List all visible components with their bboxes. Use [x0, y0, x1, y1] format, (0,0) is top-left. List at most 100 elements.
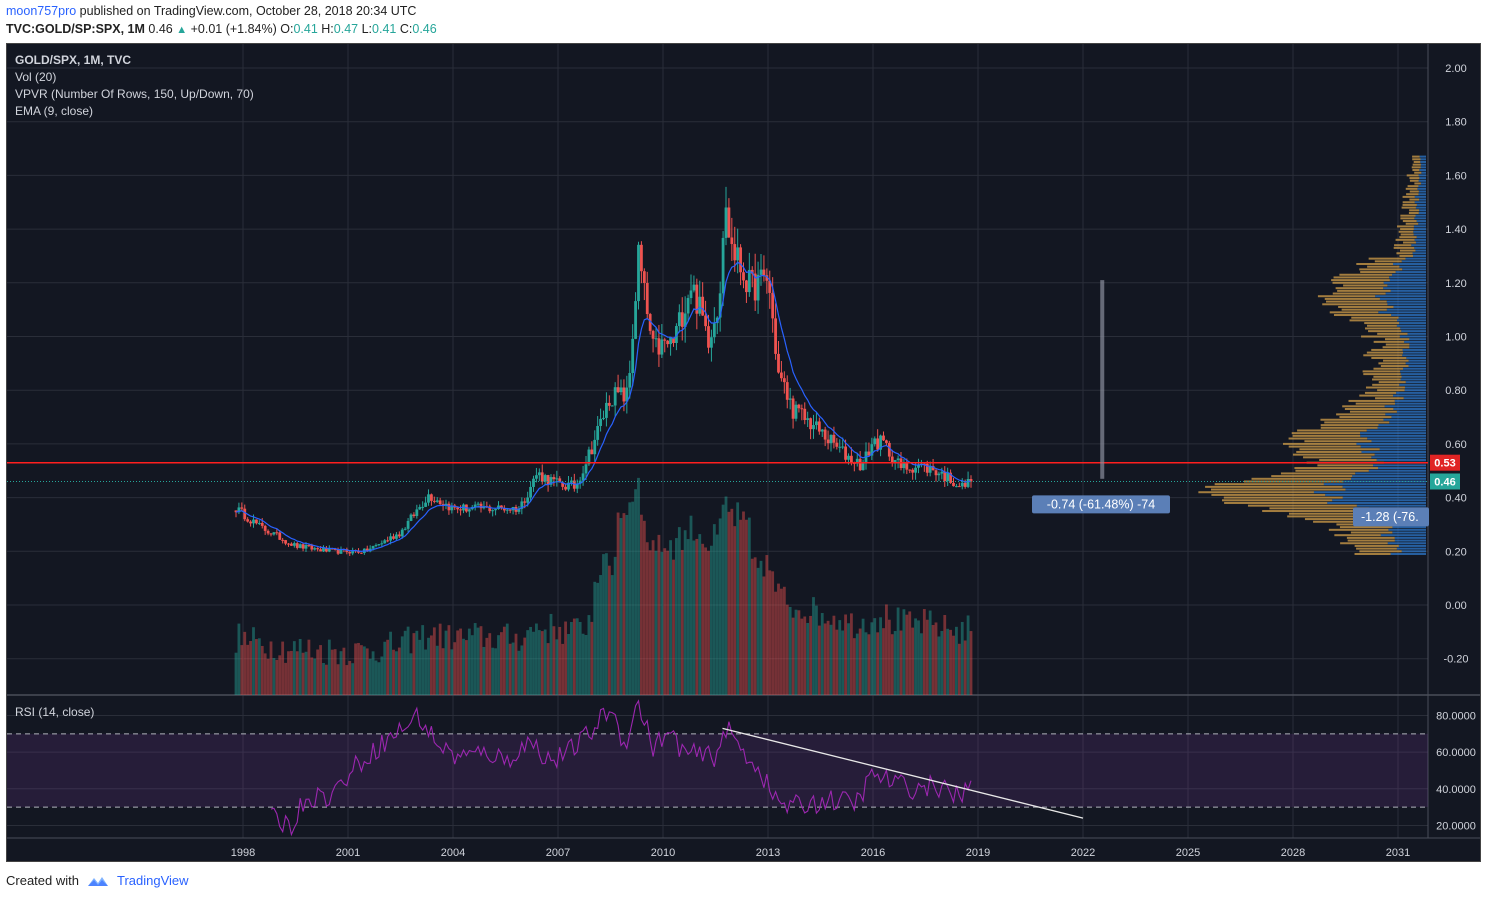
volume-bar [960, 621, 964, 695]
volume-bar [476, 627, 480, 695]
candle-body [730, 237, 734, 245]
vpvr-down-bar [1205, 485, 1343, 488]
vpvr-down-bar [1377, 332, 1408, 335]
vpvr-down-bar [1403, 241, 1416, 244]
candle-body [727, 207, 731, 238]
low-label: L: [361, 22, 373, 36]
vpvr-down-bar [1339, 416, 1392, 419]
vpvr-up-bar [1366, 429, 1426, 432]
hline-price-badge-box [1430, 454, 1460, 471]
chart-area[interactable]: -0.74 (-61.48%) -74 -1.28 (-76. 2.00 1.80 1… [6, 43, 1481, 862]
vpvr-up-bar [1411, 244, 1426, 247]
vpvr-measure-box [1353, 507, 1429, 527]
vpvr-down-bar [1371, 356, 1407, 359]
vpvr-up-bar [1391, 314, 1426, 317]
volume-bar [290, 650, 293, 695]
candle-body [543, 475, 547, 482]
vpvr-up-bar [1394, 399, 1426, 402]
candle-body [613, 387, 617, 406]
candle-body [237, 507, 241, 513]
candle-body [832, 434, 836, 443]
vpvr-up-bar [1393, 407, 1426, 410]
candle-body [607, 402, 611, 406]
vpvr-down-bar [1340, 542, 1388, 545]
legend-ema[interactable]: EMA (9, close) [15, 104, 94, 118]
time-axis-label: 2013 [756, 847, 780, 859]
tradingview-logo-icon[interactable] [87, 874, 109, 888]
vpvr-down-bar [1412, 169, 1420, 172]
candle-body [243, 508, 247, 520]
candle-body [467, 509, 471, 512]
volume-bar [707, 550, 710, 695]
volume-bar [774, 591, 777, 695]
vpvr-up-bar [1416, 220, 1426, 223]
vpvr-down-bar [1361, 335, 1400, 338]
candle-body [940, 471, 944, 474]
volume-bar [739, 519, 742, 695]
volume-bar [911, 627, 915, 695]
vpvr-up-bar [1414, 195, 1426, 198]
volume-bar [823, 623, 827, 695]
candle-body [599, 418, 602, 427]
candle-body [672, 337, 675, 344]
volume-bar [418, 639, 422, 695]
volume-bar [403, 630, 407, 695]
vpvr-up-bar [1342, 496, 1426, 499]
legend-volume[interactable]: Vol (20) [15, 70, 57, 84]
candle-body [640, 244, 643, 272]
volume-bar [663, 548, 667, 695]
author-link[interactable]: moon757pro [6, 4, 77, 18]
candle-body [526, 497, 530, 503]
volume-bar [625, 514, 629, 695]
vpvr-up-bar [1383, 281, 1426, 284]
legend-rsi-title[interactable]: RSI (14, close) [15, 705, 95, 719]
candle-body [879, 435, 882, 450]
candle-body [701, 296, 705, 316]
volume-bar [482, 646, 486, 695]
candle-body [666, 340, 670, 345]
candle-body [780, 372, 783, 379]
chart-canvas[interactable]: -0.74 (-61.48%) -74 -1.28 (-76. 2.00 1.80 1… [7, 44, 1481, 862]
candle-body [441, 504, 445, 506]
candle-body [581, 473, 585, 481]
vpvr-down-bar [1385, 338, 1410, 341]
vpvr-down-bar [1328, 528, 1389, 531]
volume-bar [762, 576, 766, 695]
volume-bar [686, 539, 690, 695]
time-axis-label: 2028 [1281, 847, 1305, 859]
candle-body [552, 477, 556, 480]
tradingview-link[interactable]: TradingView [116, 873, 189, 888]
vpvr-down-bar [1332, 292, 1386, 295]
vpvr-up-bar [1360, 432, 1426, 435]
candle-body [937, 473, 941, 476]
vpvr-up-bar [1394, 402, 1426, 405]
legend-title[interactable]: GOLD/SPX, 1M, TVC [15, 53, 132, 67]
candle-body [529, 486, 532, 498]
candle-body [292, 543, 296, 546]
vpvr-up-bar [1404, 389, 1426, 392]
candle-body [322, 547, 325, 552]
volume-bar [374, 660, 378, 695]
vpvr-up-bar [1355, 472, 1426, 475]
volume-bar [905, 614, 909, 695]
candle-body [844, 446, 847, 460]
vpvr-up-bar [1418, 222, 1426, 225]
vpvr-down-bar [1339, 526, 1393, 529]
vpvr-up-bar [1360, 445, 1426, 448]
volume-bar [660, 551, 664, 695]
volume-bar [952, 635, 955, 695]
legend-vpvr[interactable]: VPVR (Number Of Rows, 150, Up/Down, 70) [15, 87, 254, 101]
vpvr-down-bar [1411, 166, 1421, 169]
volume-bar [520, 645, 524, 695]
volume-bar [491, 647, 495, 695]
candle-body [628, 373, 632, 388]
candle-body [561, 482, 565, 487]
vpvr-down-bar [1383, 359, 1409, 362]
candle-body [249, 521, 252, 524]
vpvr-up-bar [1409, 343, 1426, 346]
vpvr-down-bar [1320, 426, 1378, 429]
candle-body [952, 482, 955, 487]
vpvr-down-bar [1408, 211, 1419, 214]
volume-bar [718, 518, 722, 695]
candle-body [517, 508, 521, 512]
